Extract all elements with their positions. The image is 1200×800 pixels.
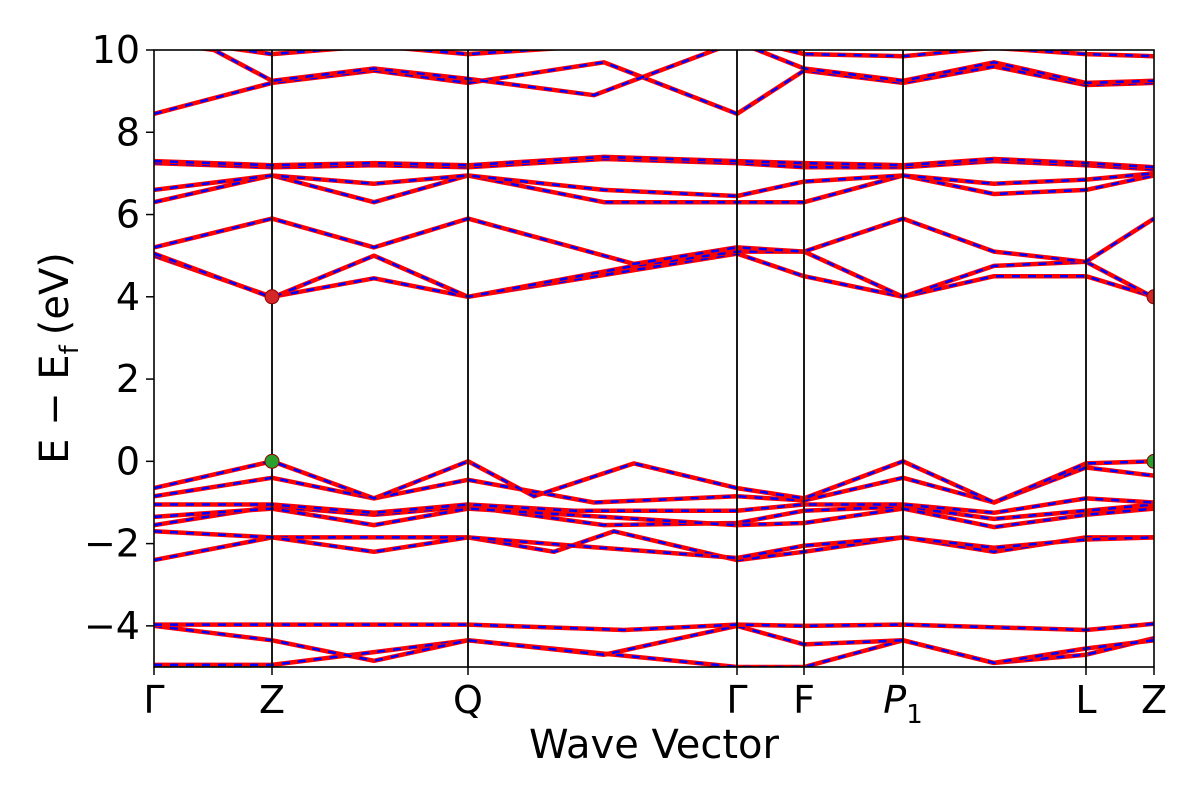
y-axis-label: E − Ef (eV) bbox=[32, 252, 85, 464]
x-tick-label-3: Γ bbox=[726, 678, 747, 722]
band-18 bbox=[197, 50, 1154, 98]
y-tick-label-4: 4 bbox=[116, 275, 140, 319]
x-tick-label-6: L bbox=[1075, 678, 1096, 722]
band-edge-markers bbox=[264, 289, 1154, 469]
band-3-overlay bbox=[154, 530, 1154, 562]
band-17 bbox=[154, 60, 1154, 117]
y-axis-ticks: −4 −2 0 2 4 6 8 10 bbox=[84, 28, 154, 648]
plot-frame bbox=[153, 49, 1155, 668]
x-axis-label: Wave Vector bbox=[529, 722, 780, 768]
band-edge-marker-0 bbox=[264, 289, 280, 305]
band-edge-marker-2 bbox=[1146, 289, 1154, 305]
band-9-overlay bbox=[154, 460, 1154, 504]
band-edge-marker-3 bbox=[1146, 453, 1154, 469]
y-tick-label-5: 6 bbox=[116, 193, 140, 237]
x-tick-label-5-sub: 1 bbox=[906, 700, 923, 730]
band-12-line bbox=[154, 216, 1154, 267]
band-0 bbox=[154, 636, 1154, 667]
band-1-overlay bbox=[154, 624, 1154, 665]
y-tick-label-6: 8 bbox=[116, 110, 140, 154]
x-tick-label-1: Z bbox=[259, 678, 285, 722]
band-9 bbox=[154, 459, 1154, 505]
band-17-line bbox=[154, 60, 1154, 117]
band-3 bbox=[154, 529, 1154, 563]
y-tick-label-1: −2 bbox=[84, 522, 140, 566]
x-tick-label-5: P1 bbox=[883, 678, 922, 730]
band-12 bbox=[154, 216, 1154, 267]
band-19 bbox=[226, 50, 1154, 59]
y-axis-label-main: E − E bbox=[32, 354, 78, 464]
y-tick-label-2: 0 bbox=[116, 439, 140, 483]
band-0-line bbox=[154, 636, 1154, 667]
y-tick-label-0: −4 bbox=[84, 604, 140, 648]
band-edge-marker-1 bbox=[264, 453, 280, 469]
band-2 bbox=[154, 621, 1154, 633]
x-tick-label-7: Z bbox=[1141, 678, 1167, 722]
y-axis-label-subscript: f bbox=[55, 344, 85, 354]
x-tick-label-4: F bbox=[793, 678, 815, 722]
bands-layer bbox=[154, 50, 1154, 667]
band-19-line bbox=[226, 50, 1154, 59]
x-tick-label-5-main: P bbox=[883, 678, 906, 722]
y-axis-label-unit: (eV) bbox=[32, 252, 78, 335]
y-tick-label-3: 2 bbox=[116, 357, 140, 401]
x-tick-label-2: Q bbox=[453, 678, 483, 722]
band-18-overlay bbox=[204, 50, 1154, 97]
y-tick-label-7: 10 bbox=[92, 28, 140, 72]
x-axis-ticks: Γ Z Q Γ F P1 L Z bbox=[143, 667, 1167, 730]
x-tick-label-0: Γ bbox=[143, 678, 164, 722]
band-12-overlay bbox=[154, 217, 1154, 266]
high-symmetry-lines bbox=[271, 50, 1087, 667]
